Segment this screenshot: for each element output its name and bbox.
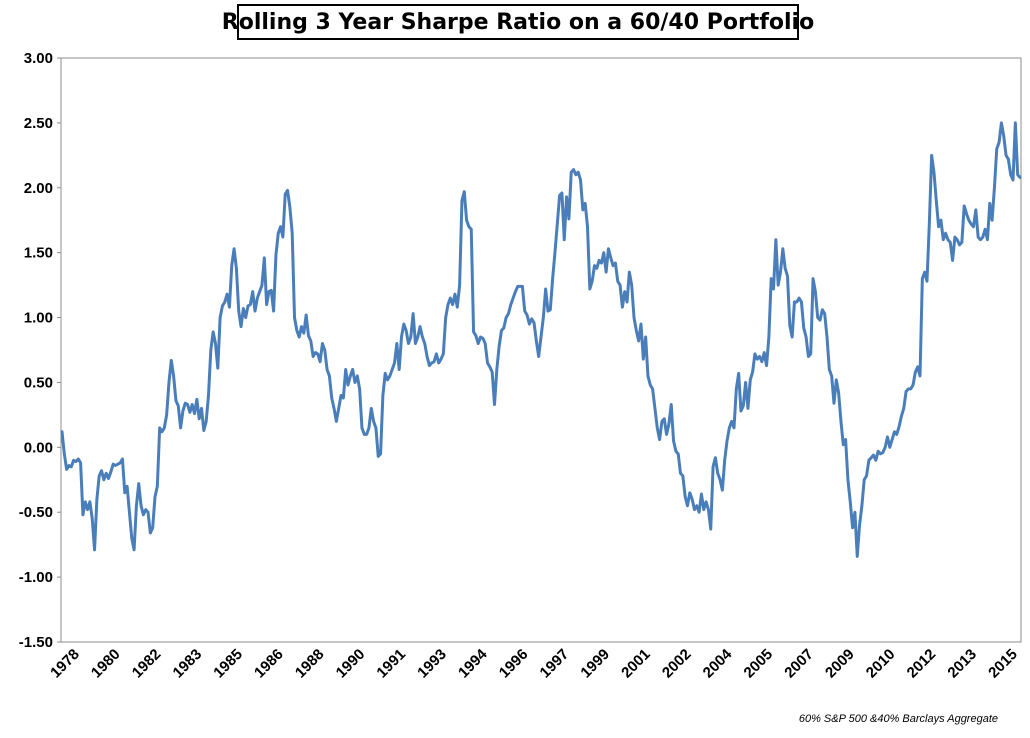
plot-area xyxy=(60,57,1022,643)
x-tick-label: 1986 xyxy=(251,646,287,682)
sharpe-ratio-line xyxy=(60,121,1022,558)
x-tick-label: 1994 xyxy=(455,645,491,681)
y-tick-label: -0.50 xyxy=(19,504,53,521)
x-tick-label: 2001 xyxy=(618,646,654,682)
y-tick-label: 0.50 xyxy=(24,374,53,391)
x-tick-label: 2013 xyxy=(944,646,980,682)
x-tick-label: 2007 xyxy=(781,646,817,682)
y-tick-label: 1.50 xyxy=(24,245,53,262)
x-tick-label: 2004 xyxy=(700,645,736,681)
x-tick-label: 2002 xyxy=(659,646,695,682)
x-tick-label: 2005 xyxy=(741,646,777,682)
x-tick-label: 2009 xyxy=(822,646,858,682)
x-tick-label: 1983 xyxy=(170,646,206,682)
x-tick-label: 1988 xyxy=(292,646,328,682)
y-tick-label: 3.00 xyxy=(24,50,53,67)
x-tick-label: 1996 xyxy=(496,646,532,682)
x-tick-label: 1991 xyxy=(373,646,409,682)
y-tick-label: 2.50 xyxy=(24,115,53,132)
x-tick-label: 2010 xyxy=(863,646,899,682)
x-axis: 1978 1980 1982 1983 1985 1986 1988 1990 1991 1993… xyxy=(47,645,1021,681)
y-tick-label: -1.00 xyxy=(19,569,53,586)
y-tick-label: 2.00 xyxy=(24,180,53,197)
x-tick-label: 1978 xyxy=(47,646,83,682)
x-tick-label: 1980 xyxy=(88,646,124,682)
y-tick-label: -1.50 xyxy=(19,634,53,651)
chart-title: Rolling 3 Year Sharpe Ratio on a 60/40 P… xyxy=(222,4,814,40)
x-tick-label: 1999 xyxy=(577,646,613,682)
x-tick-label: 1997 xyxy=(537,646,573,682)
x-tick-label: 1993 xyxy=(414,646,450,682)
y-tick-label: 0.00 xyxy=(24,439,53,456)
x-tick-label: 2015 xyxy=(985,646,1021,682)
source-annotation: 60% S&P 500 &40% Barclays Aggregate xyxy=(798,713,998,725)
x-tick-label: 2012 xyxy=(904,646,940,682)
x-tick-label: 1990 xyxy=(333,646,369,682)
y-axis: 3.00 2.50 2.00 1.50 1.00 0.50 0.00 -0.50 -1.00 -1… xyxy=(19,50,61,651)
x-tick-label: 1982 xyxy=(129,646,165,682)
y-tick-label: 1.00 xyxy=(24,310,53,327)
x-tick-label: 1985 xyxy=(210,646,246,682)
